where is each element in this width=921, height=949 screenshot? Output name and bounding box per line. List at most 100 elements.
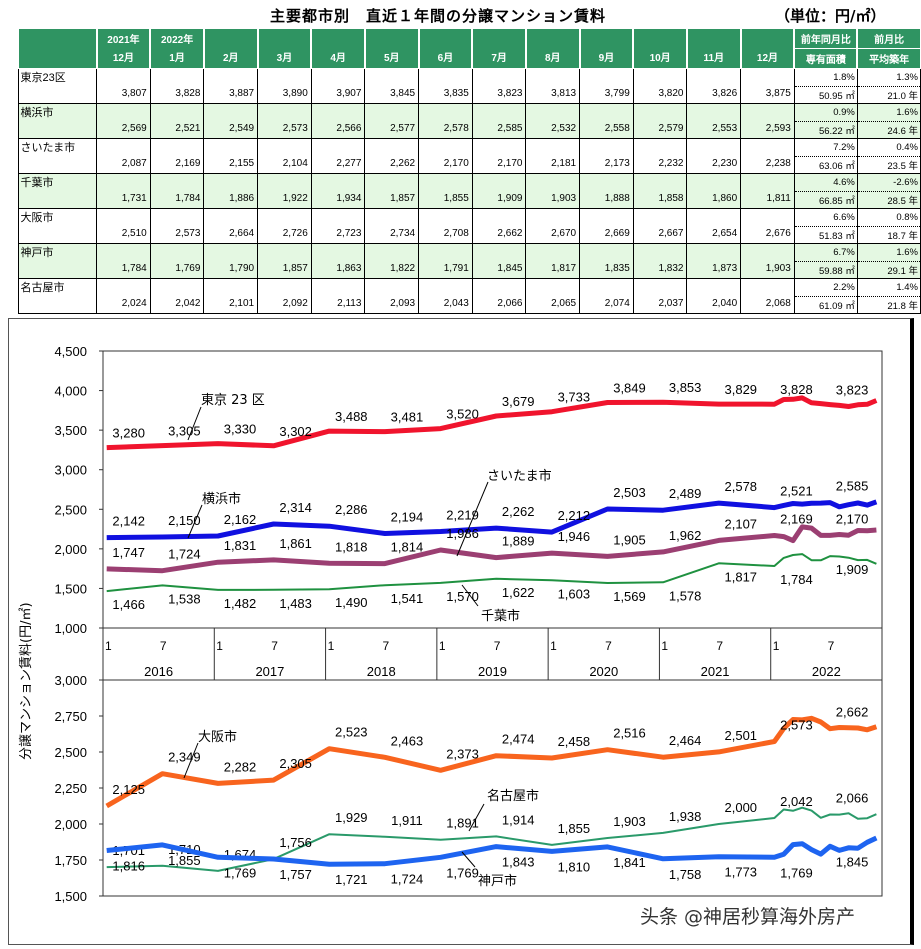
rent-value: 3,875 <box>740 68 795 104</box>
data-label: 1,903 <box>613 814 646 829</box>
data-label: 1,721 <box>335 872 368 887</box>
x-tick-label: 7 <box>716 639 723 653</box>
data-label: 1,818 <box>335 539 368 554</box>
header-month: 2021年 12月 <box>95 28 151 69</box>
data-label: 3,302 <box>279 424 312 439</box>
table-row: 神戸市 1,784 1,769 1,790 1,857 1,863 1,822 1,791 1,… <box>17 243 921 279</box>
year-label: 2022 <box>812 664 841 679</box>
data-label: 1,855 <box>168 853 201 868</box>
rent-value: 2,549 <box>203 103 259 139</box>
year-label: 2017 <box>255 664 284 679</box>
yoy-change: 4.6% <box>793 173 858 192</box>
year-label: 2018 <box>367 664 396 679</box>
rent-value: 1,832 <box>632 243 688 279</box>
data-label: 2,474 <box>502 732 535 747</box>
rent-value: 2,573 <box>149 208 205 244</box>
rent-value: 3,823 <box>471 68 527 104</box>
x-tick-label: 1 <box>550 639 557 653</box>
rent-value: 2,173 <box>579 138 634 174</box>
year-label: 2020 <box>589 664 618 679</box>
data-label: 3,849 <box>613 381 646 396</box>
x-tick-label: 7 <box>271 639 278 653</box>
unit-label: （単位：円/㎡） <box>775 7 886 25</box>
data-label: 1,810 <box>558 859 591 874</box>
series-name-nagoya: 名古屋市 <box>487 788 539 804</box>
rent-value: 1,817 <box>525 243 581 279</box>
data-label: 1,861 <box>279 536 312 551</box>
data-label: 3,733 <box>558 390 591 405</box>
rent-value: 1,855 <box>418 173 473 209</box>
series-name-kobe: 神戸市 <box>478 873 517 889</box>
data-label: 1,570 <box>446 589 479 604</box>
x-tick-label: 7 <box>383 639 390 653</box>
data-label: 2,489 <box>669 486 702 501</box>
y-tick-label: 2,000 <box>54 817 87 832</box>
series-line <box>106 499 878 541</box>
rent-value: 1,822 <box>364 243 420 279</box>
data-label: 1,769 <box>446 865 479 880</box>
data-label: 1,773 <box>725 865 758 880</box>
rent-value: 2,579 <box>632 103 688 139</box>
city-name: 神戸市 <box>17 243 98 279</box>
y-tick-label: 2,500 <box>54 745 87 760</box>
data-label: 2,194 <box>391 510 424 525</box>
y-tick-label: 3,000 <box>54 463 87 478</box>
y-tick-label: 3,500 <box>54 423 87 438</box>
data-label: 1,914 <box>502 812 535 827</box>
data-label: 1,938 <box>669 809 702 824</box>
rent-value: 1,903 <box>740 243 795 279</box>
data-label: 2,349 <box>168 750 201 765</box>
y-tick-label: 2,750 <box>54 709 87 724</box>
x-tick-label: 1 <box>216 639 223 653</box>
data-label: 2,516 <box>613 726 646 741</box>
series-name-tokyo: 東京 23 区 <box>201 392 265 408</box>
rent-value: 2,569 <box>96 103 151 139</box>
data-label: 3,853 <box>669 380 702 395</box>
data-label: 2,501 <box>725 728 758 743</box>
data-label: 2,212 <box>558 508 591 523</box>
rent-value: 2,708 <box>418 208 473 244</box>
data-label: 2,521 <box>780 484 813 499</box>
rent-value: 2,230 <box>686 138 742 174</box>
header-month: 5月 <box>363 28 420 69</box>
rent-value: 1,857 <box>364 173 420 209</box>
data-label: 3,481 <box>391 410 424 425</box>
data-label: 3,305 <box>168 424 201 439</box>
chart-frame <box>8 318 914 945</box>
rent-value: 1,873 <box>686 243 742 279</box>
rent-value: 1,860 <box>686 173 742 209</box>
data-label: 1,466 <box>112 597 145 612</box>
data-label: 2,373 <box>446 746 479 761</box>
rent-value: 3,835 <box>418 68 473 104</box>
year-label: 2021 <box>701 664 730 679</box>
data-label: 2,523 <box>335 725 368 740</box>
data-label: 1,909 <box>836 562 869 577</box>
city-name: 名古屋市 <box>17 278 98 314</box>
y-tick-label: 3,000 <box>54 673 87 688</box>
data-label: 2,107 <box>725 516 758 531</box>
mom-change: 1.6% <box>856 243 921 262</box>
data-label: 3,823 <box>836 383 869 398</box>
year-label: 2019 <box>478 664 507 679</box>
rent-value: 2,553 <box>686 103 742 139</box>
series-line <box>106 524 877 574</box>
header-month: 10月 <box>632 28 688 69</box>
y-tick-label: 4,500 <box>54 344 87 359</box>
rent-value: 1,790 <box>203 243 259 279</box>
y-tick-label: 4,000 <box>54 384 87 399</box>
x-tick-label: 1 <box>773 639 780 653</box>
mom-change: -2.6% <box>856 173 921 192</box>
x-tick-label: 7 <box>494 639 501 653</box>
x-tick-label: 1 <box>439 639 446 653</box>
rent-value: 1,845 <box>471 243 527 279</box>
data-label: 1,724 <box>391 872 424 887</box>
series-line <box>106 395 878 451</box>
y-tick-label: 1,500 <box>54 889 87 904</box>
data-label: 1,622 <box>502 585 535 600</box>
x-tick-label: 1 <box>105 639 112 653</box>
header-month: 4月 <box>310 28 366 69</box>
data-label: 1,962 <box>669 528 702 543</box>
yoy-change: 6.7% <box>793 243 858 262</box>
data-label: 2,578 <box>725 479 758 494</box>
plot-area <box>102 679 883 897</box>
